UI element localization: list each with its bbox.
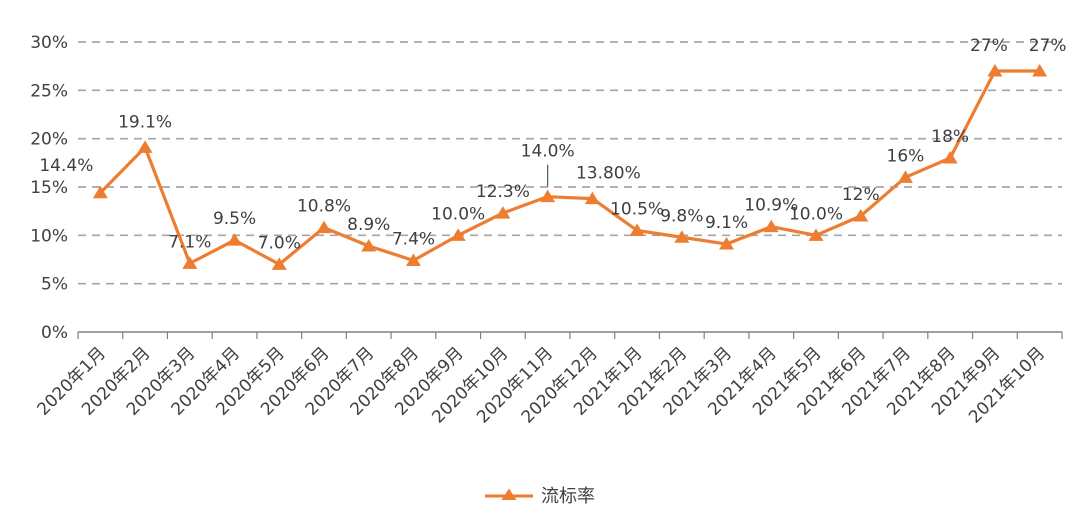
data-point-marker	[674, 230, 690, 243]
data-point-marker	[316, 220, 332, 234]
data-point-marker	[540, 189, 556, 203]
data-point-marker	[495, 206, 511, 219]
y-tick-label: 0%	[41, 323, 68, 343]
y-tick-label: 20%	[30, 130, 68, 150]
data-point-marker	[271, 257, 287, 270]
data-point-marker	[92, 185, 108, 199]
data-point-marker	[897, 170, 913, 183]
data-label: 9.5%	[213, 209, 256, 229]
data-label: 13.80%	[576, 164, 641, 184]
data-label: 7.1%	[168, 232, 211, 252]
data-point-marker	[763, 219, 779, 233]
data-label: 7.0%	[258, 233, 301, 253]
data-label: 27%	[1029, 36, 1067, 56]
data-point-marker	[719, 237, 735, 250]
data-label: 10.0%	[431, 204, 485, 224]
data-point-marker	[361, 238, 377, 252]
data-label: 9.1%	[705, 213, 748, 233]
series-line	[99, 69, 1040, 266]
data-point-marker	[584, 191, 600, 205]
data-point-marker	[942, 151, 958, 164]
data-point-marker	[182, 256, 198, 269]
data-label: 19.1%	[118, 112, 172, 132]
data-label: 14.0%	[521, 142, 575, 162]
y-tick-label: 15%	[30, 178, 68, 198]
data-label: 27%	[970, 36, 1008, 56]
data-label: 16%	[887, 146, 925, 166]
data-label: 8.9%	[347, 215, 390, 235]
data-point-marker	[405, 253, 421, 266]
legend-series-marker-icon	[485, 488, 533, 500]
data-point-marker	[808, 228, 824, 241]
data-point-marker	[137, 140, 153, 153]
y-tick-label: 25%	[30, 81, 68, 101]
data-label: 7.4%	[392, 229, 435, 249]
y-tick-label: 30%	[30, 33, 68, 53]
data-point-marker	[987, 64, 1003, 77]
line-chart-svg: 0%5%10%15%20%25%30%2020年1月2020年2月2020年3月…	[30, 33, 1067, 427]
data-label: 18%	[931, 127, 969, 147]
data-label: 10.0%	[789, 204, 843, 224]
legend: 流标率	[0, 482, 1080, 508]
data-label: 14.4%	[39, 156, 93, 176]
y-tick-label: 10%	[30, 226, 68, 246]
y-tick-label: 5%	[41, 275, 68, 295]
data-point-marker	[450, 228, 466, 241]
data-label: 12%	[842, 185, 880, 205]
data-point-marker	[1032, 64, 1048, 77]
data-point-marker	[853, 209, 869, 222]
data-label: 10.9%	[744, 196, 798, 216]
data-label: 10.5%	[610, 200, 664, 220]
data-label: 9.8%	[660, 206, 703, 226]
data-label: 10.8%	[297, 197, 351, 217]
data-label: 12.3%	[476, 182, 530, 202]
legend-label: 流标率	[541, 486, 595, 507]
data-point-marker	[629, 223, 645, 236]
data-point-marker	[227, 233, 243, 246]
